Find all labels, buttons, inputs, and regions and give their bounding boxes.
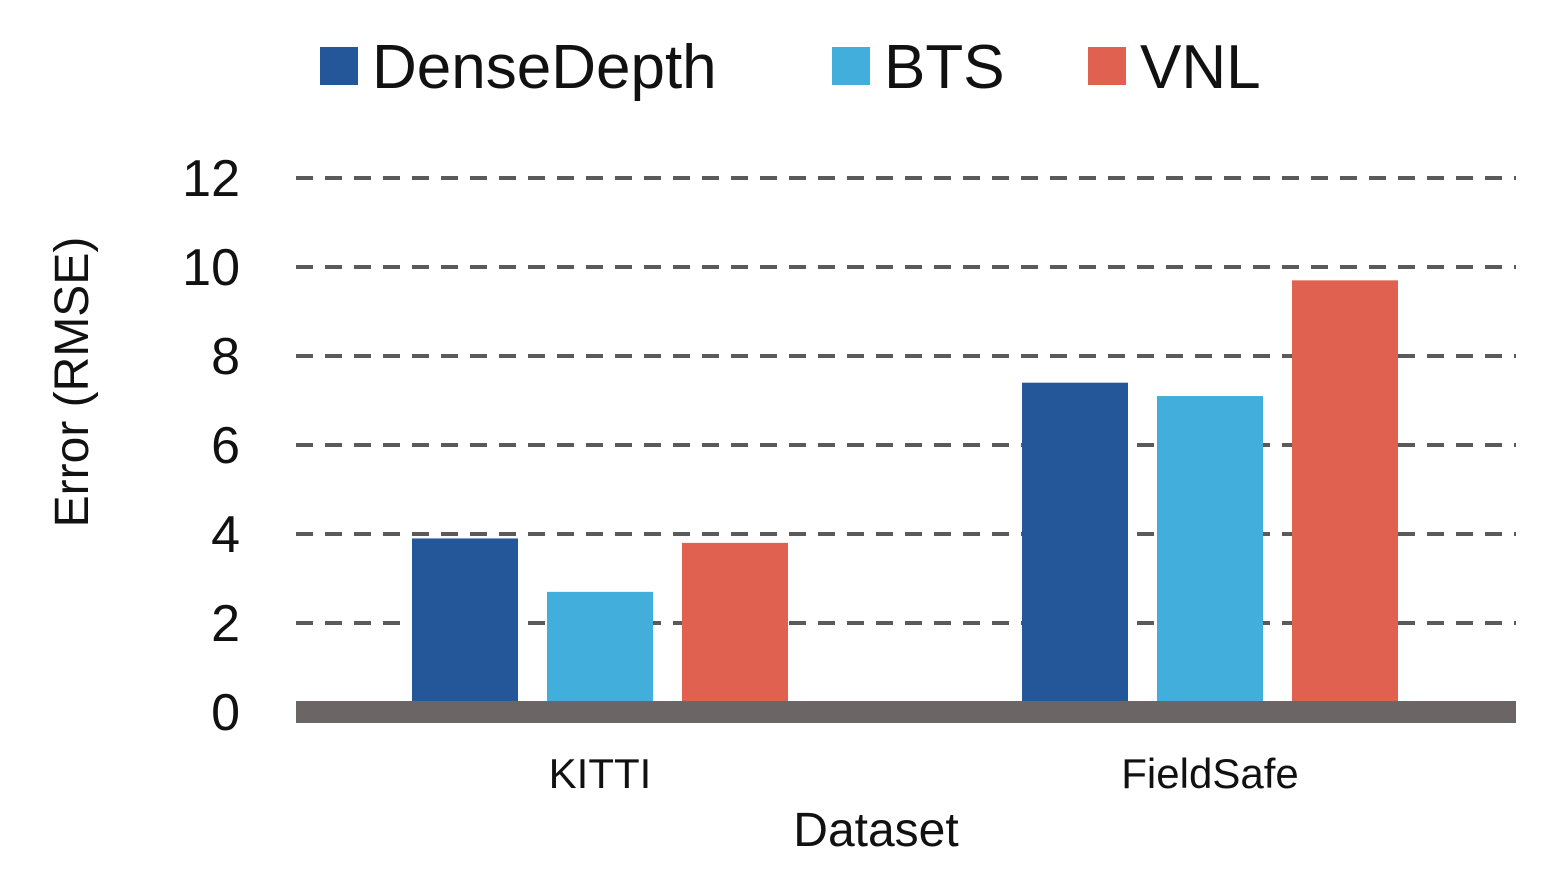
bar-fieldsafe-vnl [1292,280,1398,712]
y-tick-label-2: 2 [211,595,240,653]
legend-label-bts: BTS [884,33,1005,102]
bar-kitti-bts [547,591,653,712]
x-category-label-fieldsafe: FieldSafe [1121,750,1298,797]
y-axis-title: Error (RMSE) [46,237,99,528]
legend-swatch-vnl [1088,47,1126,85]
y-tick-label-0: 0 [211,684,240,742]
y-tick-label-4: 4 [211,506,240,564]
y-tick-labels: 0 2 4 6 8 10 12 [182,150,240,742]
y-tick-label-6: 6 [211,417,240,475]
y-tick-label-8: 8 [211,328,240,386]
x-category-label-kitti: KITTI [549,750,652,797]
bars [412,280,1398,712]
y-tick-label-10: 10 [182,239,240,297]
legend-label-vnl: VNL [1140,33,1261,102]
legend: DenseDepth BTS VNL [320,33,1261,102]
y-tick-label-12: 12 [182,150,240,208]
bar-fieldsafe-densedepth [1022,382,1128,712]
x-axis-title: Dataset [793,804,958,857]
legend-swatch-bts [832,47,870,85]
legend-label-densedepth: DenseDepth [372,33,717,102]
bar-fieldsafe-bts [1157,396,1263,712]
bar-kitti-densedepth [412,538,518,712]
x-axis-baseline [296,701,1516,723]
legend-swatch-densedepth [320,47,358,85]
bar-kitti-vnl [682,542,788,712]
x-category-labels: KITTI FieldSafe [549,750,1299,797]
